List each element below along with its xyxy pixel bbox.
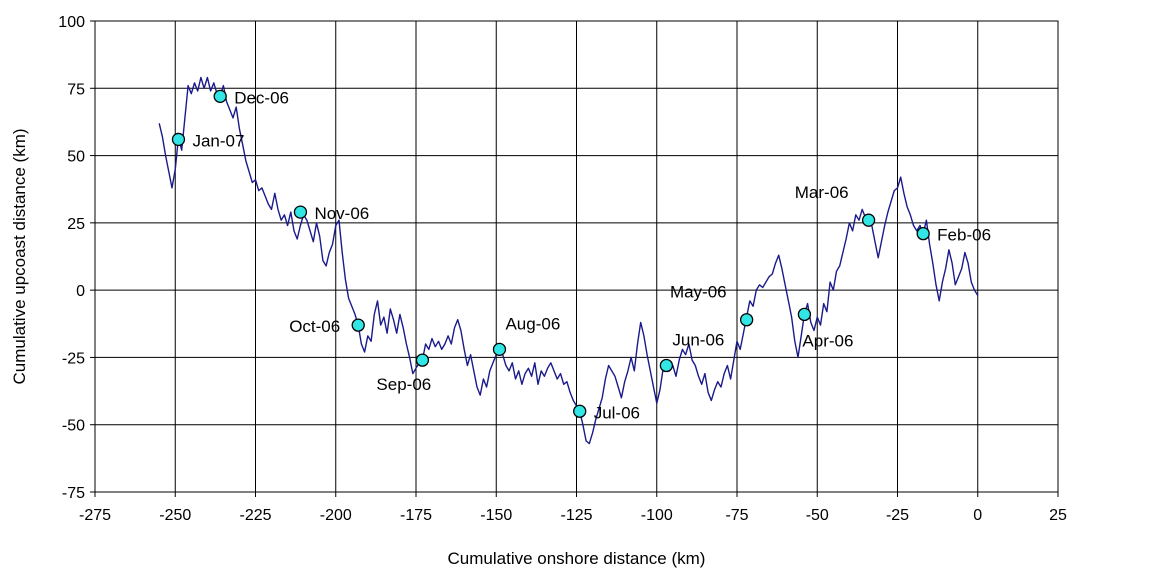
marker-point (293, 205, 308, 219)
axes (90, 20, 1059, 497)
x-tick-label: -25 (886, 507, 909, 524)
marker-point (213, 89, 227, 104)
marker-point (861, 213, 876, 227)
x-tick-label: -125 (560, 507, 592, 524)
y-tick-labels: -75 -50 -25 0 25 50 75 100 (58, 14, 85, 502)
x-tick-label: -250 (159, 507, 191, 524)
y-tick-label: 50 (67, 149, 85, 166)
marker-point (171, 132, 186, 147)
x-tick-label: -50 (806, 507, 829, 524)
series-line (158, 76, 979, 445)
y-tick-label: 75 (67, 81, 85, 98)
y-tick-label: 100 (58, 14, 85, 31)
marker-label: Nov-06 (314, 204, 369, 223)
series-layer (158, 76, 979, 445)
plot-frame (94, 20, 1059, 493)
y-tick-label: -50 (62, 418, 85, 435)
x-tick-label: 0 (973, 507, 982, 524)
x-tick-label: -150 (480, 507, 512, 524)
y-axis-label: Cumulative upcoast distance (km) (10, 128, 29, 384)
marker-point (351, 318, 365, 332)
y-tick-label: -25 (62, 350, 85, 367)
x-tick-label: -225 (239, 507, 271, 524)
x-axis-label: Cumulative onshore distance (km) (448, 549, 706, 568)
marker-point (492, 342, 507, 357)
markers-layer: Feb-06 Mar-06 Apr-06 May-06 Jun-06 Jul-06 Aug-… (171, 88, 991, 422)
x-tick-label: 25 (1049, 507, 1067, 524)
marker-label: Apr-06 (802, 331, 853, 350)
y-tick-label: 25 (67, 216, 85, 233)
x-tick-label: -100 (641, 507, 673, 524)
x-tick-label: -75 (725, 507, 748, 524)
x-tick-label: -275 (79, 507, 111, 524)
marker-label: Jul-06 (594, 403, 640, 422)
marker-label: Jun-06 (672, 331, 724, 350)
marker-label: Oct-06 (289, 317, 340, 336)
marker-label: Aug-06 (505, 314, 560, 333)
marker-point (573, 404, 587, 418)
x-tick-label: -200 (320, 507, 352, 524)
x-tick-label: -175 (400, 507, 432, 524)
marker-point (659, 358, 674, 373)
marker-point (415, 353, 430, 367)
y-tick-label: -75 (62, 485, 85, 502)
marker-point (797, 307, 812, 322)
x-tick-labels: -275 -250 -225 -200 -175 -150 -125 -100 -75 -50 -2… (79, 507, 1067, 524)
marker-label: Feb-06 (937, 226, 991, 245)
marker-label: Jan-07 (192, 131, 244, 150)
marker-label: Mar-06 (795, 183, 849, 202)
marker-label: Sep-06 (376, 375, 431, 394)
marker-point (739, 313, 754, 327)
marker-point (916, 226, 930, 241)
marker-label: Dec-06 (234, 88, 289, 107)
marker-label: May-06 (670, 283, 727, 302)
y-tick-label: 0 (76, 283, 85, 300)
